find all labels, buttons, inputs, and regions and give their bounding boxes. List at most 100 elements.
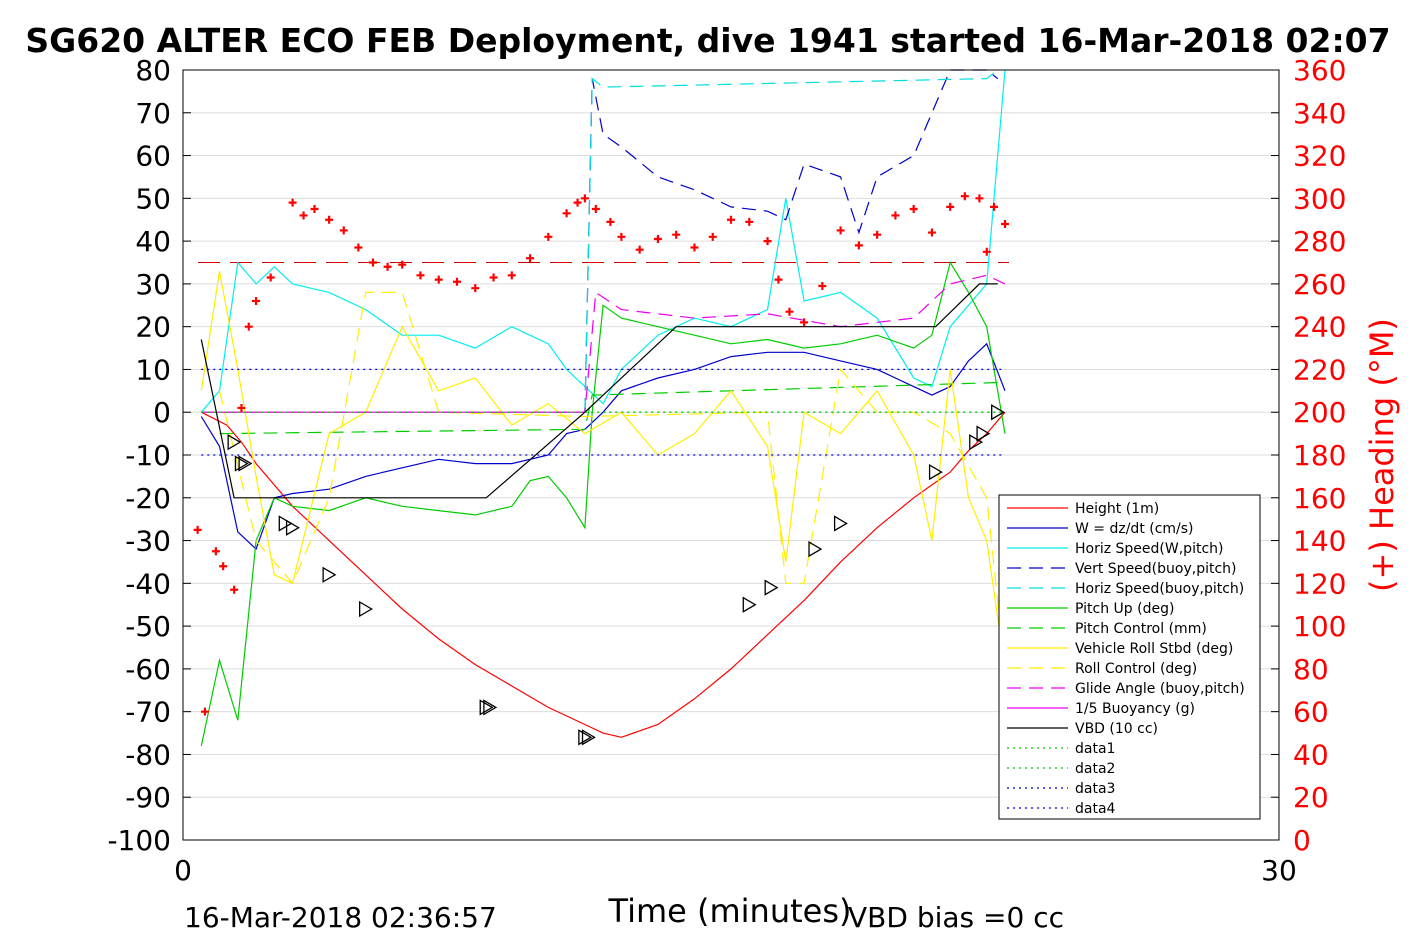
heading-point xyxy=(774,275,783,284)
footer-vbd-bias: VBD bias =0 cc xyxy=(848,901,1064,934)
heading-point xyxy=(339,226,348,235)
y-tick-label: -60 xyxy=(125,653,171,686)
heading-point xyxy=(193,525,202,534)
legend-label-14: data3 xyxy=(1075,781,1115,797)
y-tick-label: -70 xyxy=(125,696,171,729)
right-tick-label: 20 xyxy=(1293,781,1329,814)
triangle-marker xyxy=(581,729,596,746)
triangle-marker xyxy=(976,425,991,442)
heading-point xyxy=(635,245,644,254)
heading-point xyxy=(672,230,681,239)
y-tick-label: 20 xyxy=(135,311,171,344)
heading-point xyxy=(873,230,882,239)
heading-point xyxy=(383,262,392,271)
right-tick-label: 120 xyxy=(1293,567,1346,600)
right-tick-label: 140 xyxy=(1293,525,1346,558)
heading-point xyxy=(230,585,239,594)
legend-label-15: data4 xyxy=(1075,801,1116,817)
heading-point xyxy=(927,228,936,237)
heading-point xyxy=(368,258,377,267)
heading-point xyxy=(310,205,319,214)
triangle-marker xyxy=(322,566,337,583)
heading-point xyxy=(471,284,480,293)
heading-point xyxy=(434,275,443,284)
heading-point xyxy=(800,318,809,327)
y-tick-label: -40 xyxy=(125,567,171,600)
heading-point xyxy=(211,547,220,556)
legend-label-6: Pitch Control (mm) xyxy=(1075,621,1207,637)
left-axis-ticks: 80 70 60 50 40 30 20 10 0 -10 -20 -30 -40 -50 -60 -70 -8… xyxy=(107,54,191,857)
heading-point xyxy=(836,226,845,235)
legend-label-10: 1/5 Buoyancy (g) xyxy=(1075,701,1195,717)
series-line-4 xyxy=(584,69,999,413)
y-tick-label: -100 xyxy=(107,824,171,857)
heading-point xyxy=(252,297,261,305)
heading-point xyxy=(606,217,615,226)
right-tick-label: 260 xyxy=(1293,268,1346,301)
heading-point xyxy=(562,209,571,218)
series-line-11 xyxy=(200,283,998,499)
heading-point xyxy=(763,237,772,246)
heading-point xyxy=(617,232,626,241)
y-tick-label: 30 xyxy=(135,268,171,301)
y-tick-label: -10 xyxy=(125,439,171,472)
heading-point xyxy=(266,273,275,282)
series-line-8 xyxy=(218,291,1006,669)
heading-point xyxy=(219,562,228,571)
triangle-marker xyxy=(359,600,373,618)
y-tick-label: -50 xyxy=(125,610,171,643)
legend-label-7: Vehicle Roll Stbd (deg) xyxy=(1075,641,1233,657)
heading-point xyxy=(453,277,461,286)
right-tick-label: 360 xyxy=(1293,54,1346,87)
x-tick-label: 0 xyxy=(174,854,192,887)
y-tick-label: 40 xyxy=(135,225,171,258)
heading-point xyxy=(960,192,969,201)
right-tick-label: 160 xyxy=(1293,482,1346,515)
heading-point xyxy=(653,234,662,243)
series-line-9 xyxy=(201,274,1006,413)
right-axis-label: (+) Heading (°M) xyxy=(1363,318,1401,592)
y-tick-label: -30 xyxy=(125,525,171,558)
heading-point xyxy=(237,403,246,412)
right-axis-ticks: 3603403203002802602402202001801601401201… xyxy=(1271,54,1346,857)
heading-point xyxy=(507,271,516,280)
triangle-marker xyxy=(234,455,249,472)
legend-box xyxy=(998,494,1261,820)
heading-point xyxy=(573,198,582,207)
right-tick-label: 200 xyxy=(1293,396,1346,429)
legend-label-2: Horiz Speed(W,pitch) xyxy=(1075,541,1223,557)
triangle-marker xyxy=(479,699,494,716)
heading-point xyxy=(690,243,699,252)
right-tick-label: 0 xyxy=(1293,824,1311,857)
series-line-6 xyxy=(219,381,1006,435)
legend-label-3: Vert Speed(buoy,pitch) xyxy=(1075,561,1237,577)
plot-markers xyxy=(193,192,1009,746)
right-tick-label: 180 xyxy=(1293,439,1346,472)
triangle-marker xyxy=(928,463,943,481)
right-tick-label: 40 xyxy=(1293,738,1329,771)
triangle-marker xyxy=(285,519,300,536)
triangle-marker xyxy=(278,515,293,532)
heading-point xyxy=(288,198,297,207)
legend-label-12: data1 xyxy=(1075,741,1115,757)
heading-point xyxy=(526,254,535,263)
triangle-marker xyxy=(764,579,779,596)
legend-label-4: Horiz Speed(buoy,pitch) xyxy=(1075,581,1244,597)
triangle-marker xyxy=(808,540,823,558)
y-tick-label: 80 xyxy=(135,54,171,87)
heading-point xyxy=(909,205,918,214)
heading-point xyxy=(544,232,553,241)
heading-point xyxy=(200,707,209,716)
heading-point xyxy=(1001,220,1009,228)
heading-point xyxy=(785,307,794,316)
series-line-1 xyxy=(200,342,1006,551)
right-tick-label: 280 xyxy=(1293,225,1346,258)
legend-label-8: Roll Control (deg) xyxy=(1075,661,1197,677)
right-tick-label: 100 xyxy=(1293,610,1346,643)
triangle-marker xyxy=(991,404,1005,421)
triangle-marker xyxy=(238,455,253,472)
legend-label-5: Pitch Up (deg) xyxy=(1075,601,1174,617)
right-tick-label: 220 xyxy=(1293,353,1346,386)
triangle-marker xyxy=(833,515,848,532)
right-tick-label: 240 xyxy=(1293,311,1346,344)
